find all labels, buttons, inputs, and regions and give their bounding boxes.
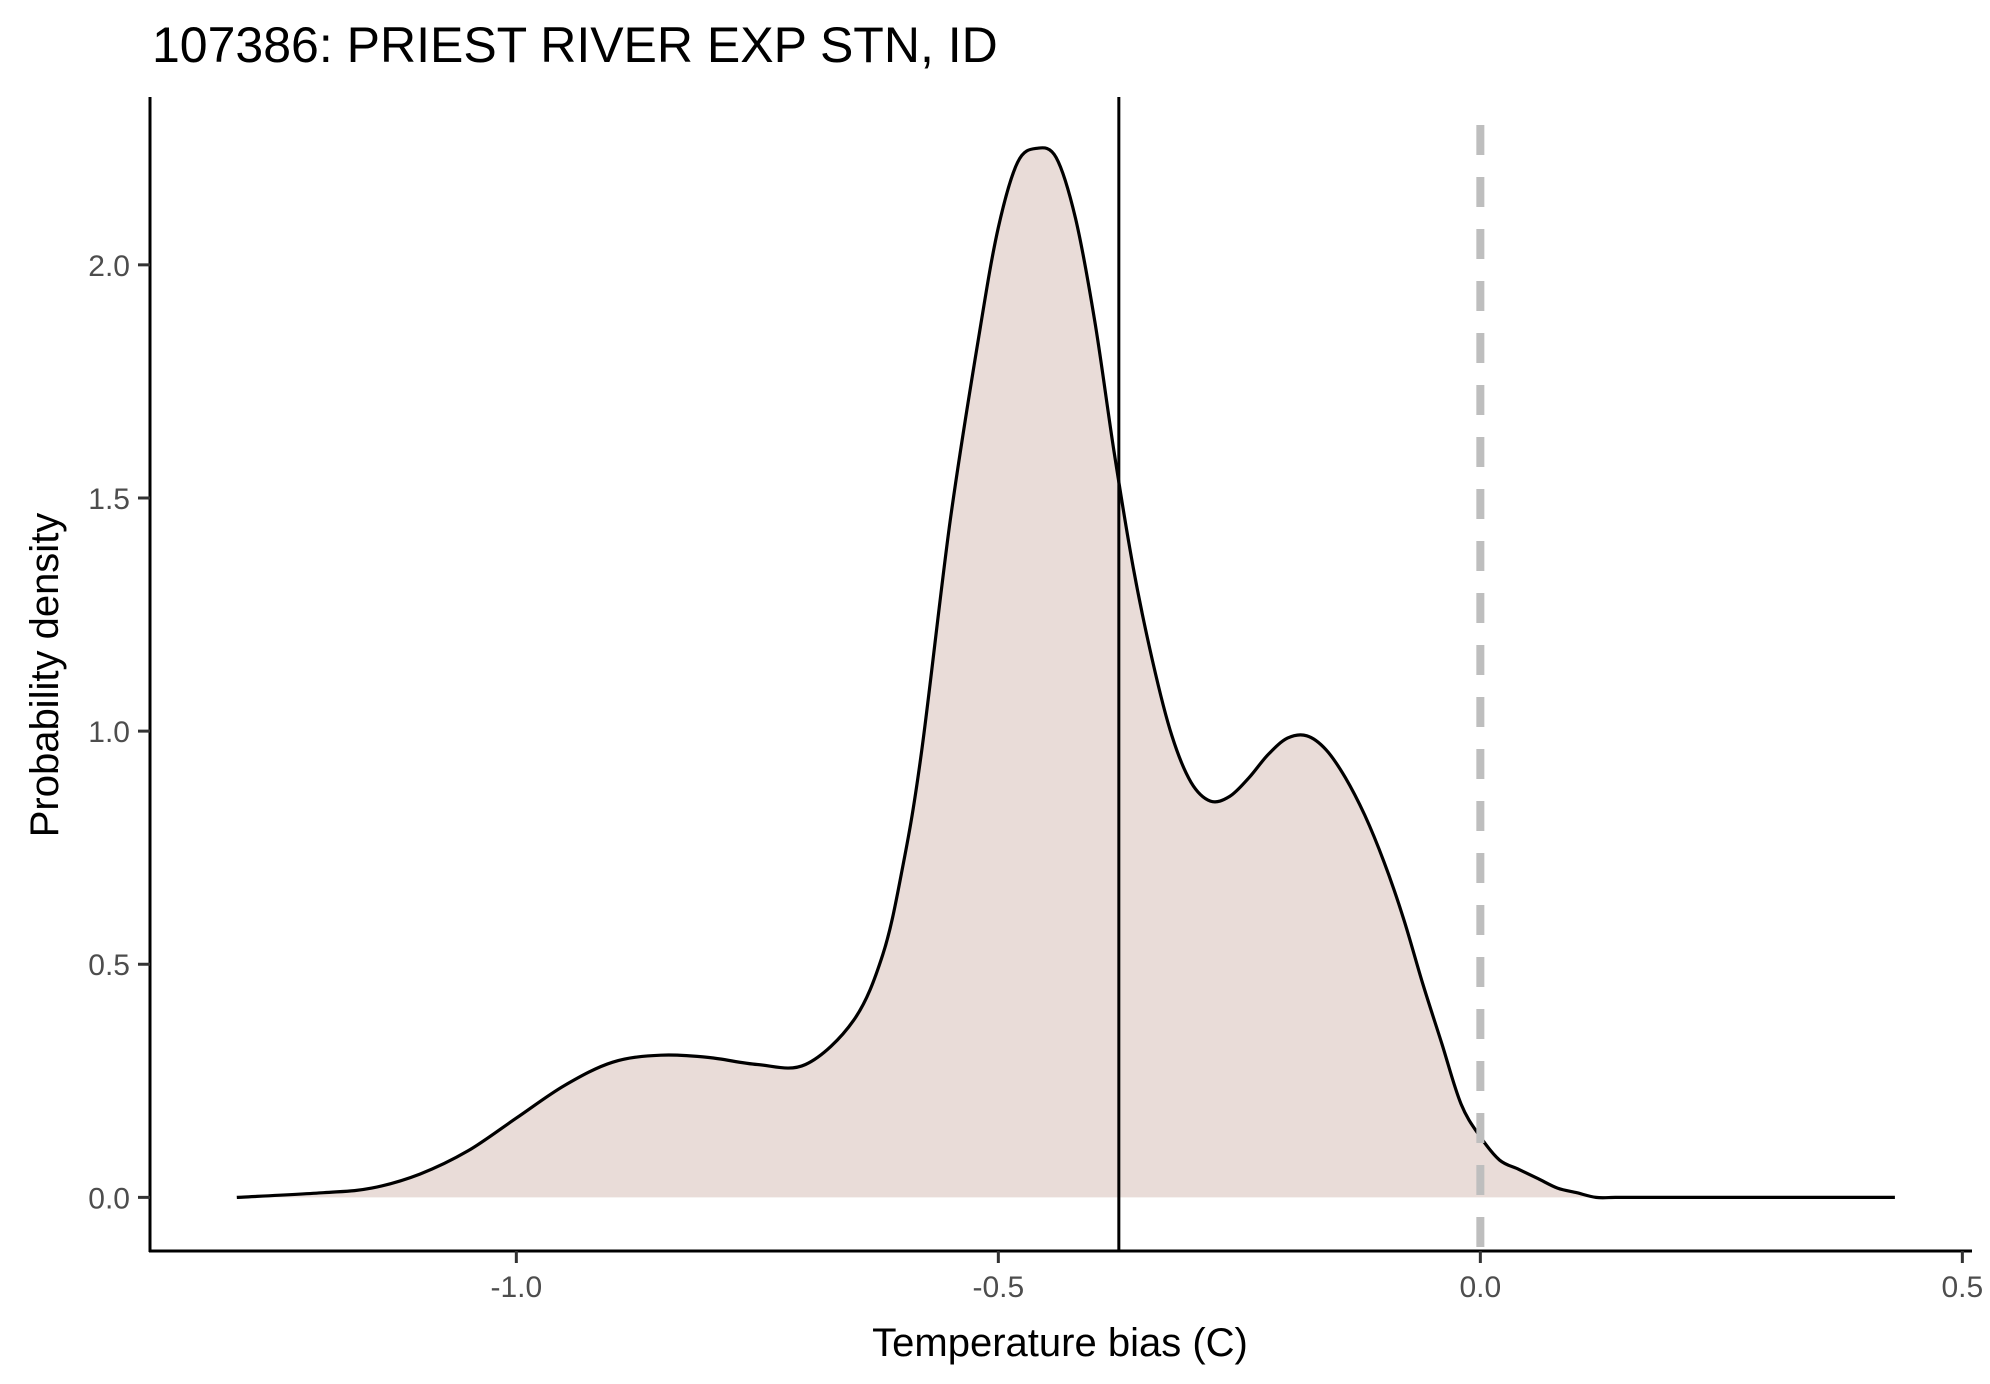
chart-title: 107386: PRIEST RIVER EXP STN, ID	[152, 17, 998, 73]
y-tick-label: 2.0	[88, 250, 130, 283]
x-tick-label: 0.0	[1459, 1271, 1501, 1304]
x-tick-label: 0.5	[1942, 1271, 1984, 1304]
density-area-0	[236, 147, 1895, 1198]
y-tick-label: 0.5	[88, 949, 130, 982]
x-axis-title: Temperature bias (C)	[872, 1321, 1248, 1365]
plot-area	[236, 97, 1895, 1251]
y-tick-label: 1.0	[88, 716, 130, 749]
y-tick-label: 1.5	[88, 483, 130, 516]
density-line-0	[236, 146, 1895, 1200]
x-tick-label: -1.0	[490, 1271, 542, 1304]
x-tick-label: -0.5	[972, 1271, 1024, 1304]
y-axis-title: Probability density	[23, 513, 67, 838]
axes: -1.0 -0.5 0.0 0.5 0.0 0.5 1.0 1.5 2.0	[88, 97, 1983, 1304]
y-tick-label: 0.0	[88, 1182, 130, 1215]
